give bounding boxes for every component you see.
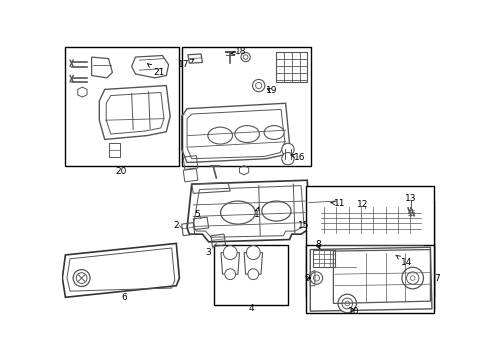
Ellipse shape bbox=[234, 126, 259, 143]
Circle shape bbox=[73, 270, 90, 287]
Bar bbox=[65, 47, 179, 166]
Circle shape bbox=[281, 143, 293, 156]
Circle shape bbox=[224, 269, 235, 280]
Text: 17: 17 bbox=[178, 59, 194, 69]
Text: 1: 1 bbox=[253, 207, 259, 219]
Bar bbox=[305, 245, 433, 313]
Circle shape bbox=[76, 273, 87, 283]
Circle shape bbox=[246, 246, 260, 260]
Ellipse shape bbox=[264, 126, 284, 139]
Text: 10: 10 bbox=[347, 307, 358, 316]
Text: 14: 14 bbox=[395, 255, 411, 267]
Text: 15: 15 bbox=[298, 221, 309, 230]
Circle shape bbox=[247, 269, 258, 280]
Bar bbox=[305, 186, 433, 297]
Bar bbox=[182, 47, 310, 166]
Circle shape bbox=[252, 80, 264, 92]
Text: 7: 7 bbox=[433, 274, 439, 283]
Text: 12: 12 bbox=[356, 201, 367, 210]
Bar bbox=[214, 245, 287, 305]
Text: 8: 8 bbox=[314, 240, 320, 249]
Text: 3: 3 bbox=[205, 248, 211, 257]
Circle shape bbox=[223, 246, 237, 260]
Circle shape bbox=[310, 272, 322, 284]
Circle shape bbox=[401, 267, 423, 289]
Circle shape bbox=[281, 153, 293, 165]
Ellipse shape bbox=[207, 127, 232, 144]
Text: 2: 2 bbox=[173, 221, 179, 230]
Text: 6: 6 bbox=[121, 293, 126, 302]
Circle shape bbox=[313, 275, 319, 281]
Text: 20: 20 bbox=[115, 167, 126, 176]
Circle shape bbox=[406, 272, 418, 284]
Text: 5: 5 bbox=[194, 210, 200, 219]
Circle shape bbox=[344, 301, 349, 306]
Circle shape bbox=[241, 53, 250, 62]
Circle shape bbox=[341, 298, 352, 309]
Text: 21: 21 bbox=[147, 64, 164, 77]
Ellipse shape bbox=[220, 201, 255, 224]
Text: 18: 18 bbox=[231, 47, 246, 56]
Bar bbox=[313, 249, 334, 266]
Text: 19: 19 bbox=[265, 86, 277, 95]
Text: 4: 4 bbox=[248, 304, 253, 313]
Bar bbox=[314, 201, 433, 309]
Text: 9: 9 bbox=[304, 274, 310, 283]
Ellipse shape bbox=[261, 201, 290, 221]
Circle shape bbox=[337, 294, 356, 313]
Bar bbox=[276, 53, 306, 82]
Text: 16: 16 bbox=[290, 153, 305, 162]
Circle shape bbox=[409, 276, 414, 280]
Circle shape bbox=[243, 55, 247, 59]
Text: 11: 11 bbox=[330, 199, 345, 208]
Text: 13: 13 bbox=[405, 194, 416, 203]
Circle shape bbox=[255, 82, 261, 89]
